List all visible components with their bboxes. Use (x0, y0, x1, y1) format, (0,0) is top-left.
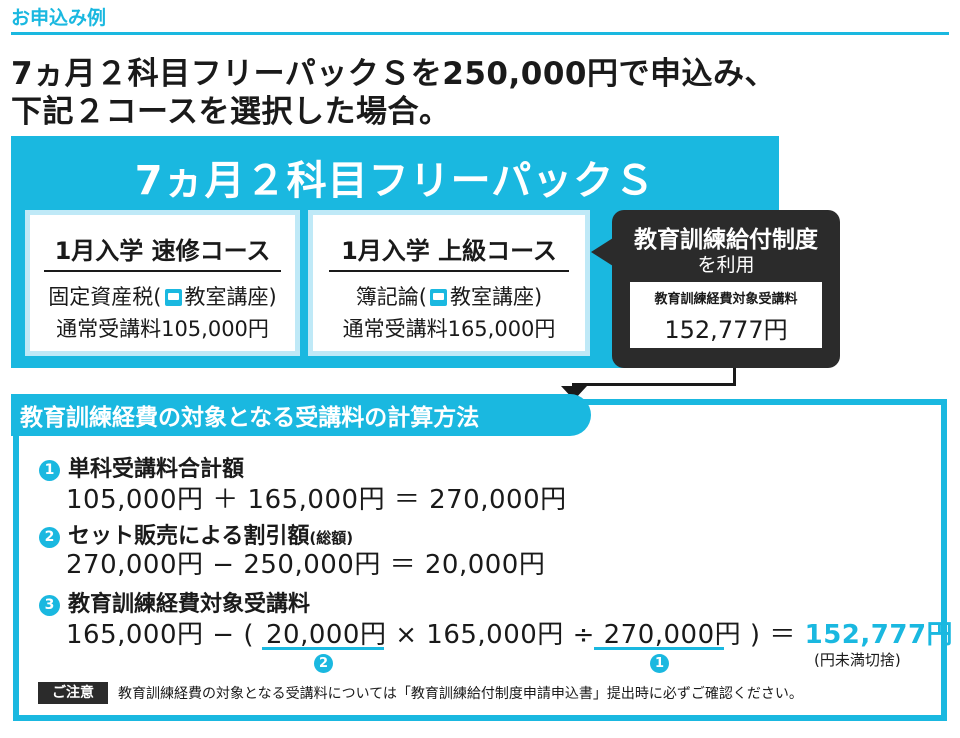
course-subject: 簿記論( (355, 285, 427, 309)
reference-2-icon: 2 (314, 654, 333, 673)
course-subject-line: 簿記論( 教室講座) (313, 281, 585, 311)
step-number-icon: 1 (39, 460, 60, 481)
classroom-icon (430, 289, 447, 306)
course-card-1: 1月入学 速修コース 固定資産税( 教室講座) 通常受講料105,000円 (25, 210, 300, 356)
course-name: 1月入学 速修コース (54, 237, 271, 265)
step-2-formula: 270,000円 − 250,000円 ＝ 20,000円 (66, 550, 546, 580)
course-subject-line: 固定資産税( 教室講座) (30, 281, 295, 311)
course-fee: 通常受講料105,000円 (56, 317, 269, 341)
section-divider (11, 32, 949, 35)
course-divider (44, 270, 281, 272)
subsidy-subtitle: を利用 (697, 254, 755, 276)
course-room: 教室講座) (184, 285, 277, 309)
step-number-icon: 2 (39, 527, 60, 548)
step-3-formula: 165,000円 − ( 20,000円 × 165,000円 ÷ 270,000… (66, 614, 953, 651)
underline-discount (262, 647, 384, 650)
classroom-icon (164, 289, 182, 306)
connector-line (733, 368, 736, 386)
caution-text: 教育訓練経費の対象となる受講料については「教育訓練給付制度申請申込書」提出時に必… (118, 686, 803, 702)
course-room: 教室講座) (450, 285, 543, 309)
formula-result: 152,777円 (804, 620, 954, 650)
step-1-title: 1 単科受講料合計額 (39, 451, 244, 483)
course-name: 1月入学 上級コース (341, 237, 557, 265)
rounding-note: (円未満切捨) (814, 651, 901, 669)
course-subject: 固定資産税( (48, 285, 162, 309)
step-3-title: 3 教育訓練経費対象受講料 (39, 586, 310, 618)
formula-ref-discount: 20,000円 (265, 620, 387, 650)
step-title-text: 単科受講料合計額 (68, 457, 245, 482)
step-title-note: (総額) (309, 529, 354, 547)
step-number-icon: 3 (39, 595, 60, 616)
course-divider (329, 270, 569, 272)
headline-line-1: 7ヵ月２科目フリーパックＳを250,000円で申込み、 (11, 56, 776, 92)
formula-part: 165,000円 − ( (66, 620, 254, 650)
calculation-tab (11, 394, 591, 436)
subsidy-amount-value: 152,777円 (664, 316, 788, 344)
headline-line-2: 下記２コースを選択した場合。 (11, 94, 451, 130)
subsidy-amount-label: 教育訓練経費対象受講料 (654, 292, 798, 307)
step-title-text: 教育訓練経費対象受講料 (68, 592, 311, 617)
step-2-title: 2 セット販売による割引額(総額) (39, 518, 353, 550)
subsidy-box: 教育訓練給付制度 を利用 教育訓練経費対象受講料 152,777円 (612, 210, 840, 368)
caution-badge: ご注意 (38, 682, 108, 704)
course-fee: 通常受講料165,000円 (342, 317, 556, 341)
pack-title: 7ヵ月２科目フリーパックＳ (134, 158, 656, 204)
step-1-formula: 105,000円 ＋ 165,000円 ＝ 270,000円 (66, 485, 567, 515)
underline-total (594, 647, 724, 650)
course-card-2: 1月入学 上級コース 簿記論( 教室講座) 通常受講料165,000円 (308, 210, 590, 356)
section-label: お申込み例 (11, 7, 107, 29)
connector-line (572, 383, 736, 386)
calculation-title: 教育訓練経費の対象となる受講料の計算方法 (20, 405, 480, 431)
subsidy-pointer (591, 238, 613, 266)
formula-part: ) ＝ (749, 620, 796, 650)
subsidy-title: 教育訓練給付制度 (634, 227, 818, 253)
formula-part: × 165,000円 ÷ (395, 620, 595, 650)
reference-1-icon: 1 (650, 654, 669, 673)
subsidy-amount-box: 教育訓練経費対象受講料 152,777円 (630, 282, 822, 348)
formula-ref-total: 270,000円 (603, 620, 742, 650)
step-title-text: セット販売による割引額 (68, 524, 310, 549)
